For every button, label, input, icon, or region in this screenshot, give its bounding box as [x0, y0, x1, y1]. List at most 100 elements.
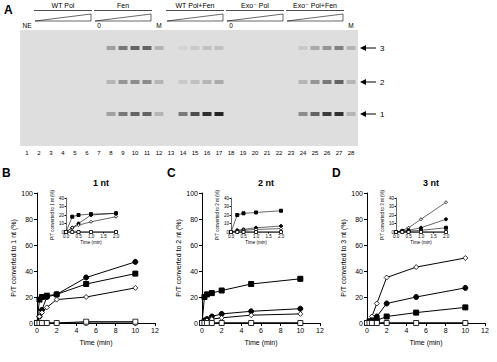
svg-text:17: 17: [216, 150, 223, 156]
svg-text:80: 80: [190, 216, 198, 223]
svg-text:8: 8: [114, 327, 118, 334]
svg-text:30: 30: [59, 204, 65, 209]
svg-text:2: 2: [380, 78, 385, 87]
svg-text:10: 10: [461, 327, 469, 334]
svg-text:8: 8: [109, 150, 113, 156]
svg-text:B: B: [2, 166, 11, 180]
svg-text:40: 40: [389, 196, 395, 201]
svg-text:40: 40: [59, 196, 65, 201]
svg-text:5: 5: [73, 150, 77, 156]
svg-text:20: 20: [355, 294, 363, 301]
svg-text:4: 4: [404, 327, 408, 334]
svg-text:25: 25: [312, 150, 319, 156]
svg-text:100: 100: [351, 190, 363, 197]
svg-text:0.0: 0.0: [63, 234, 70, 239]
svg-text:1 nt: 1 nt: [93, 178, 109, 188]
svg-text:11: 11: [144, 150, 151, 156]
svg-text:Time (min): Time (min): [80, 240, 102, 245]
svg-text:9: 9: [121, 150, 125, 156]
svg-text:P/T converted to 3 nt (%): P/T converted to 3 nt (%): [380, 190, 385, 240]
svg-text:20: 20: [59, 213, 65, 218]
svg-text:10: 10: [131, 327, 139, 334]
svg-text:27: 27: [336, 150, 343, 156]
svg-text:20: 20: [224, 213, 230, 218]
svg-text:2.0: 2.0: [278, 234, 285, 239]
svg-text:Exo⁻ Pol+Fen: Exo⁻ Pol+Fen: [293, 2, 337, 9]
svg-text:2 nt: 2 nt: [258, 178, 274, 188]
svg-text:0.0: 0.0: [393, 234, 400, 239]
svg-text:22: 22: [276, 150, 283, 156]
svg-text:8: 8: [279, 327, 283, 334]
svg-text:0: 0: [359, 320, 363, 327]
svg-text:P/T converted to 2 nt (%): P/T converted to 2 nt (%): [215, 190, 220, 240]
svg-text:13: 13: [168, 150, 175, 156]
svg-text:Time (min): Time (min): [409, 339, 442, 347]
svg-text:0: 0: [194, 320, 198, 327]
svg-text:10: 10: [132, 150, 139, 156]
svg-text:16: 16: [204, 150, 211, 156]
svg-text:40: 40: [224, 196, 230, 201]
svg-text:0: 0: [365, 327, 369, 334]
svg-text:0: 0: [229, 22, 233, 29]
svg-text:0.5: 0.5: [75, 234, 82, 239]
svg-text:1: 1: [380, 110, 385, 119]
svg-text:6: 6: [424, 327, 428, 334]
svg-text:12: 12: [156, 150, 163, 156]
svg-text:1.0: 1.0: [88, 234, 95, 239]
svg-text:1.5: 1.5: [100, 234, 107, 239]
svg-text:2: 2: [37, 150, 41, 156]
svg-text:10: 10: [296, 327, 304, 334]
svg-text:3: 3: [49, 150, 53, 156]
svg-text:40: 40: [25, 268, 33, 275]
svg-text:6: 6: [94, 327, 98, 334]
svg-text:14: 14: [180, 150, 187, 156]
svg-text:2: 2: [55, 327, 59, 334]
svg-text:6: 6: [259, 327, 263, 334]
svg-text:20: 20: [389, 213, 395, 218]
svg-text:NE: NE: [22, 22, 32, 29]
svg-text:Time (min): Time (min): [79, 339, 112, 347]
svg-text:P/T converted to 1 nt (%): P/T converted to 1 nt (%): [50, 190, 55, 240]
svg-text:Time (min): Time (min): [410, 240, 432, 245]
svg-text:0.0: 0.0: [228, 234, 235, 239]
svg-text:60: 60: [355, 242, 363, 249]
svg-text:1.0: 1.0: [418, 234, 425, 239]
svg-text:60: 60: [25, 242, 33, 249]
svg-text:0: 0: [200, 327, 204, 334]
svg-text:2.0: 2.0: [443, 234, 450, 239]
svg-text:10: 10: [389, 221, 395, 226]
svg-text:30: 30: [224, 204, 230, 209]
svg-text:12: 12: [316, 327, 324, 334]
svg-text:4: 4: [74, 327, 78, 334]
svg-text:12: 12: [481, 327, 489, 334]
svg-text:0: 0: [97, 22, 101, 29]
svg-text:0.5: 0.5: [405, 234, 412, 239]
svg-text:4: 4: [61, 150, 65, 156]
svg-text:6: 6: [85, 150, 89, 156]
svg-text:60: 60: [190, 242, 198, 249]
svg-text:100: 100: [21, 190, 33, 197]
svg-text:1.0: 1.0: [253, 234, 260, 239]
svg-text:2: 2: [220, 327, 224, 334]
svg-text:A: A: [4, 3, 13, 17]
svg-text:Exo⁻ Pol: Exo⁻ Pol: [241, 2, 269, 9]
svg-text:Fen: Fen: [117, 2, 129, 9]
svg-text:0: 0: [35, 327, 39, 334]
svg-text:19: 19: [240, 150, 247, 156]
svg-text:P/T converted to 2 nt (%): P/T converted to 2 nt (%): [175, 219, 183, 297]
svg-text:1.5: 1.5: [265, 234, 272, 239]
svg-text:C: C: [167, 166, 176, 180]
svg-text:24: 24: [300, 150, 307, 156]
svg-text:WT Pol+Fen: WT Pol+Fen: [176, 2, 215, 9]
svg-text:2.0: 2.0: [113, 234, 120, 239]
svg-text:7: 7: [97, 150, 101, 156]
svg-text:40: 40: [355, 268, 363, 275]
svg-text:100: 100: [186, 190, 198, 197]
svg-text:40: 40: [190, 268, 198, 275]
svg-text:M: M: [156, 22, 161, 29]
svg-text:0: 0: [29, 320, 33, 327]
svg-text:26: 26: [324, 150, 331, 156]
svg-text:WT Pol: WT Pol: [52, 2, 75, 9]
svg-text:20: 20: [25, 294, 33, 301]
svg-text:10: 10: [59, 221, 65, 226]
